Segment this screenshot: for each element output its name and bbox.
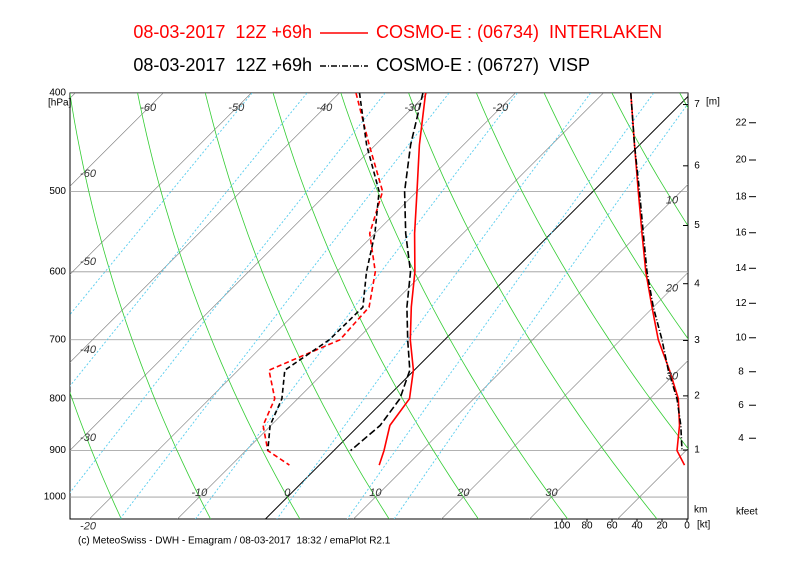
dry-adiabat	[70, 93, 211, 519]
dry-adiabat	[137, 93, 301, 519]
isotherm	[70, 93, 340, 363]
isotherm	[89, 93, 516, 519]
height-tick-label: 7	[694, 99, 700, 110]
kfeet-tick-label: 10	[735, 332, 747, 343]
y-tick-label: 700	[49, 334, 66, 345]
height-bottom-label: km	[694, 505, 707, 516]
y-tick-label: 600	[49, 266, 66, 277]
y-axis-label: [hPa]	[48, 98, 72, 109]
height-label: [m]	[706, 97, 720, 108]
dry-adiabat	[70, 391, 122, 519]
isotherm-label: -50	[228, 102, 245, 114]
mixing-ratio-line	[119, 93, 450, 519]
isotherm	[70, 93, 164, 187]
isotherm	[706, 93, 800, 519]
kfeet-tick-label: 8	[738, 366, 744, 377]
isotherm	[353, 184, 688, 519]
dry-adiabat	[0, 93, 32, 519]
isotherm-label: -60	[80, 168, 97, 180]
height-tick-label: 4	[694, 278, 700, 289]
wind-tick-label: 20	[656, 521, 668, 532]
wind-tick-label: 0	[684, 521, 690, 532]
wind-speed-line	[630, 93, 686, 466]
y-tick-label: 1000	[44, 492, 67, 503]
isotherm-label: 10	[666, 194, 679, 206]
isotherm-label: -20	[80, 520, 97, 532]
isotherm-label: -30	[80, 432, 97, 444]
isotherm-label: -60	[140, 102, 157, 114]
dry-adiabat	[272, 93, 479, 519]
dry-adiabat	[204, 93, 390, 519]
mixing-ratio-line	[195, 93, 518, 519]
y-tick-label: 900	[49, 445, 66, 456]
kfeet-tick-label: 18	[735, 191, 747, 202]
legend-source: COSMO-E : (06734) INTERLAKEN	[376, 22, 662, 42]
height-tick-label: 3	[694, 335, 700, 346]
x-tick-label: 20	[456, 487, 470, 499]
kfeet-tick-label: 14	[735, 263, 747, 274]
mixing-ratio-line	[70, 93, 386, 494]
x-tick-label: 0	[284, 487, 291, 499]
dry-adiabat	[543, 93, 688, 340]
y-tick-label: 400	[49, 88, 66, 99]
y-tick-label: 500	[49, 186, 66, 197]
profiles	[262, 93, 686, 466]
height-tick-label: 2	[694, 391, 700, 402]
kfeet-tick-label: 6	[738, 400, 744, 411]
x-tick-label: 10	[369, 487, 382, 499]
mixing-ratio-line	[346, 93, 655, 519]
dry-adiabat	[747, 93, 800, 519]
isotherm-label: -40	[316, 102, 333, 114]
isotherm	[70, 93, 252, 275]
isotherm-label: 30	[666, 370, 679, 382]
isotherm-label: -50	[80, 256, 97, 268]
mixing-ratio-line	[393, 102, 688, 519]
kfeet-label: kfeet	[736, 507, 758, 518]
isotherm	[529, 360, 688, 519]
footer: (c) MeteoSwiss - DWH - Emagram / 08-03-2…	[78, 536, 391, 547]
wind-axis-label: [kt]	[697, 520, 711, 531]
isotherm	[70, 93, 428, 451]
plot-area	[69, 92, 689, 520]
dry-adiabat	[476, 93, 688, 450]
x-tick-label: 30	[545, 487, 558, 499]
isotherm	[441, 272, 688, 519]
kfeet-tick-label: 4	[738, 433, 744, 444]
temperature-line	[350, 93, 424, 452]
legend-name: 08-03-2017 12Z +69h	[133, 55, 312, 75]
legend-source: COSMO-E : (06727) VISP	[376, 55, 590, 75]
mixing-ratio-line	[70, 93, 253, 316]
kfeet-tick-label: 16	[735, 227, 747, 238]
y-tick-label: 800	[49, 393, 66, 404]
wind-tick-label: 60	[606, 521, 618, 532]
kfeet-tick-label: 22	[735, 117, 747, 128]
wind-tick-label: 40	[631, 521, 643, 532]
wind-tick-label: 100	[554, 521, 571, 532]
height-tick-label: 5	[694, 220, 700, 231]
temperature-line	[378, 93, 427, 466]
isotherm-label: -30	[404, 102, 421, 114]
kfeet-tick-label: 12	[735, 298, 747, 309]
height-tick-label: 6	[694, 160, 700, 171]
kfeet-tick-label: 20	[735, 155, 747, 166]
dewpoint-line	[267, 93, 380, 451]
isotherm-label: -40	[80, 344, 97, 356]
isotherm-label: -20	[492, 102, 509, 114]
grid	[0, 93, 800, 519]
mixing-ratio-line	[276, 93, 591, 519]
wind-speed-line	[630, 93, 683, 451]
legend-name: 08-03-2017 12Z +69h	[133, 22, 312, 42]
dry-adiabat	[611, 93, 688, 227]
dewpoint-line	[262, 93, 384, 466]
isotherm-label: 20	[665, 282, 679, 294]
height-tick-label: 1	[694, 445, 700, 456]
dry-adiabat	[408, 93, 658, 519]
x-tick-label: -10	[191, 487, 208, 499]
wind-tick-label: 80	[581, 521, 593, 532]
isotherm	[265, 95, 688, 519]
